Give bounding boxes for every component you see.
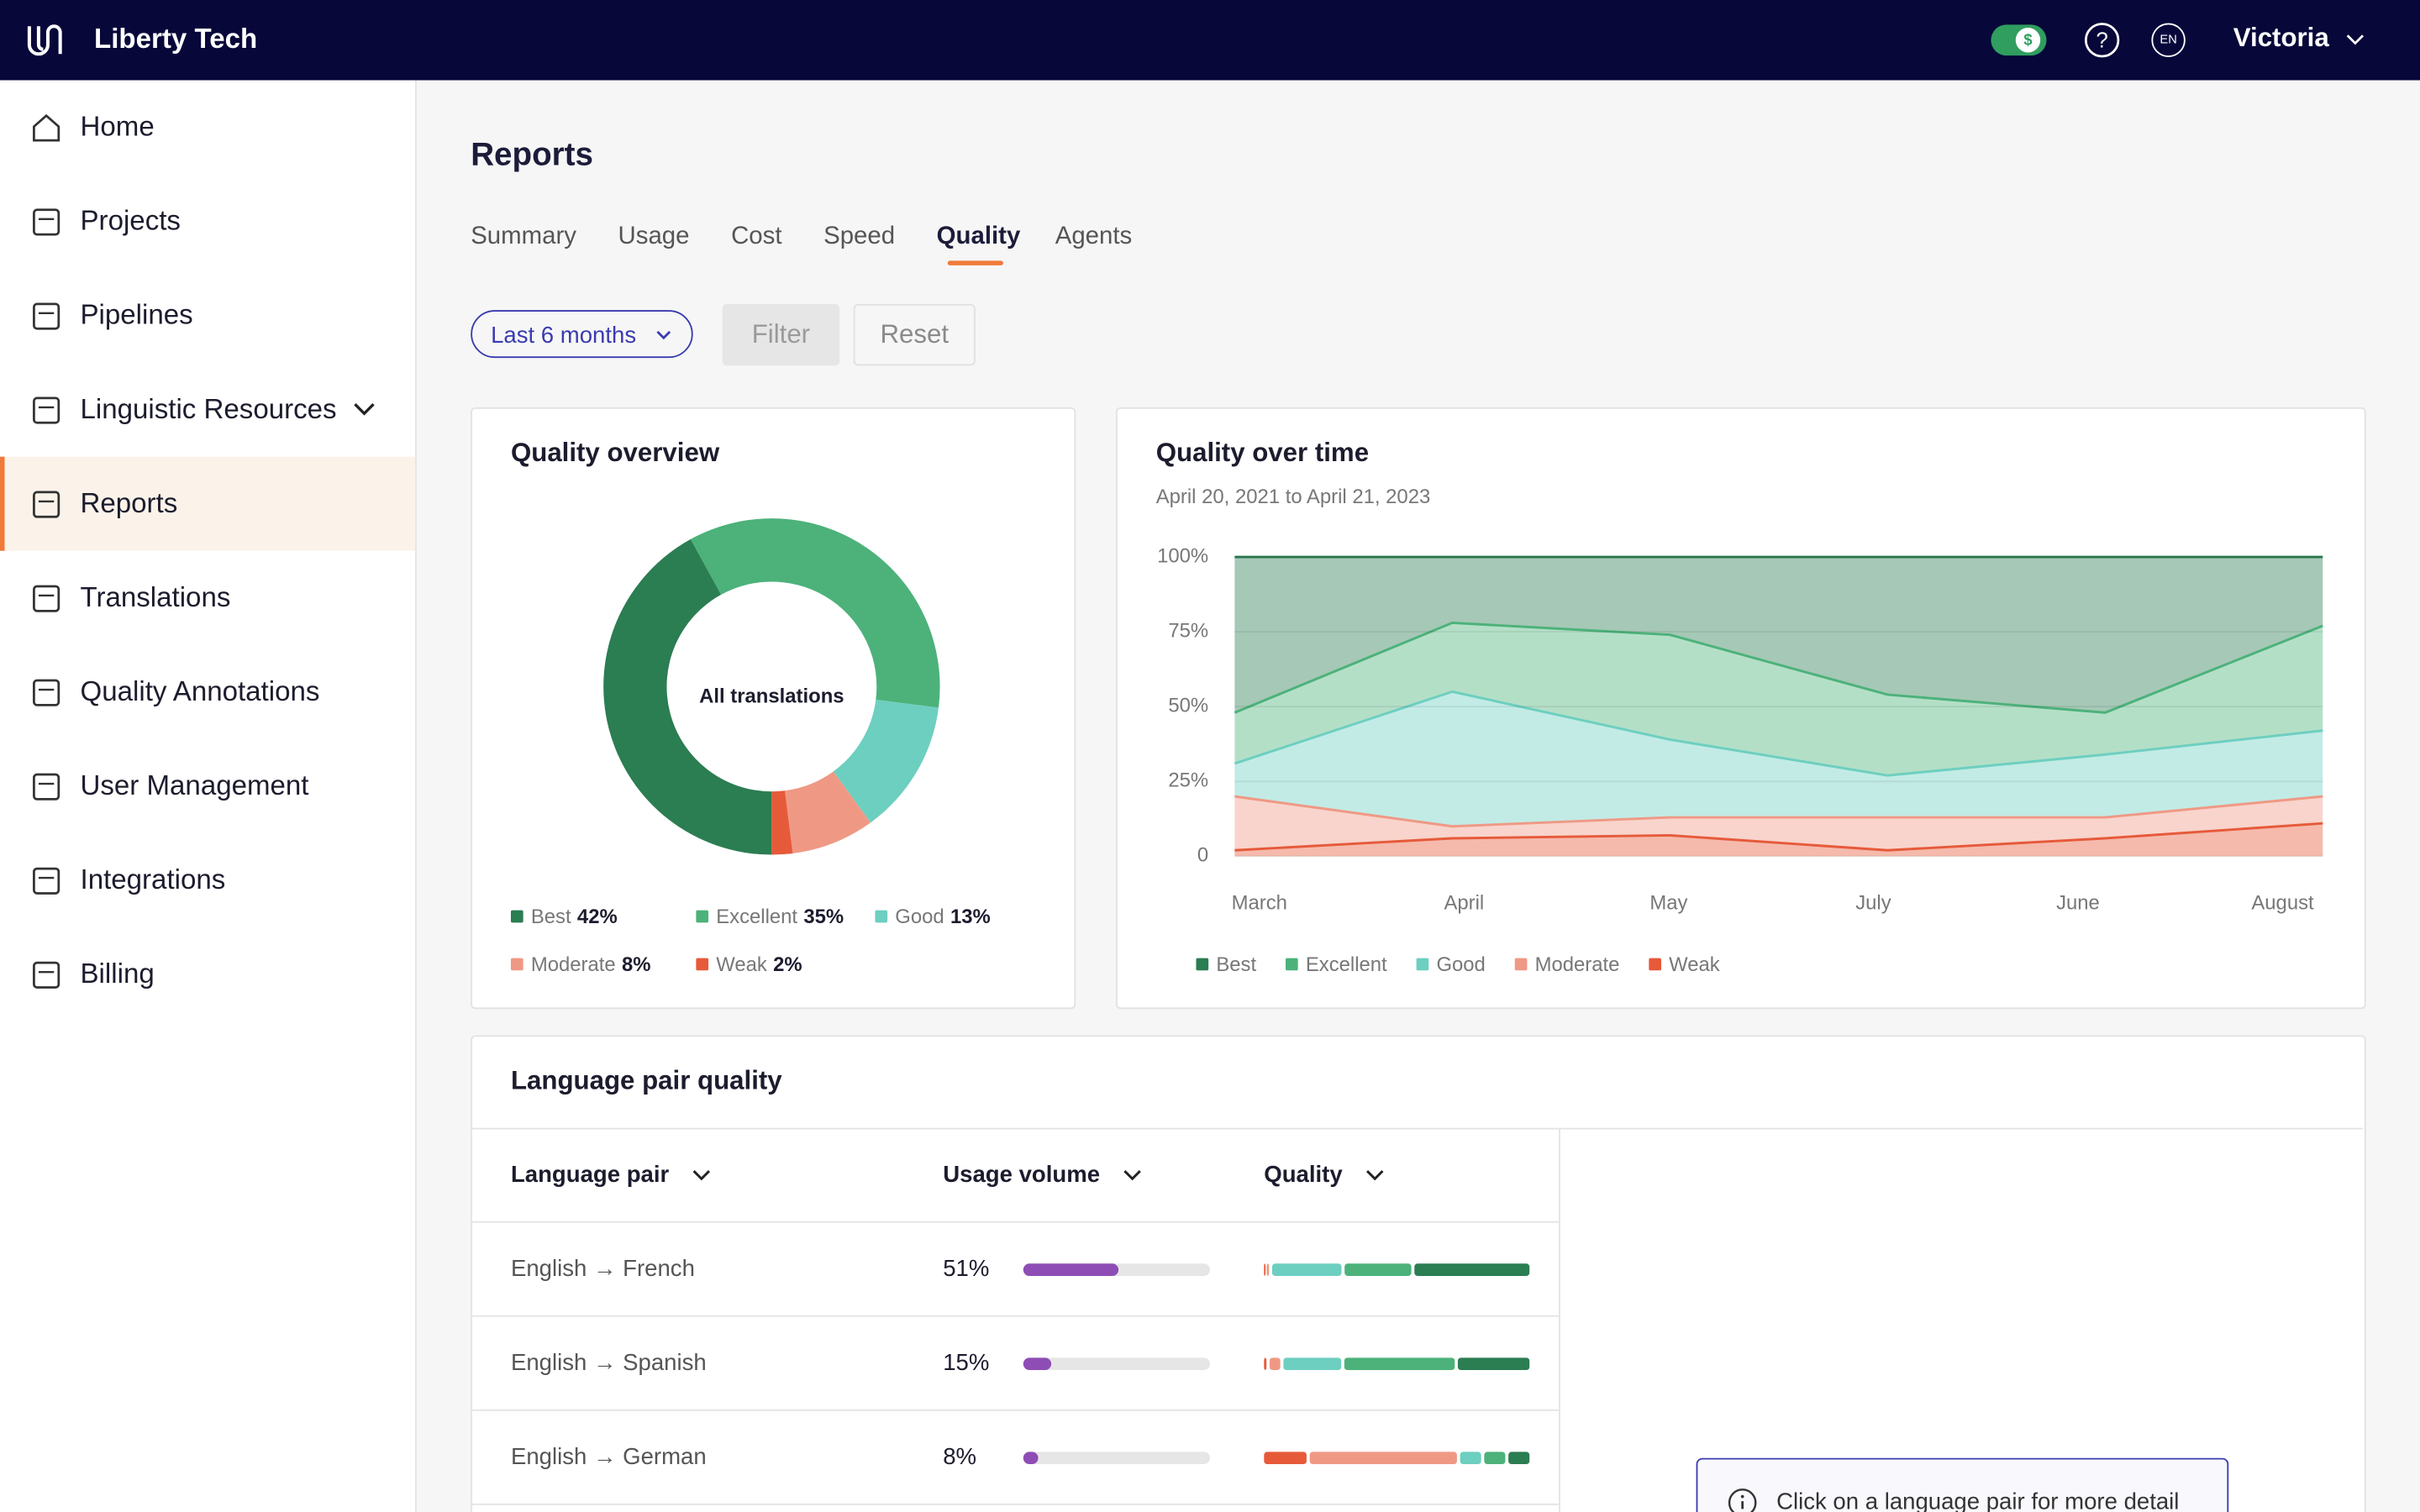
nav-label: Reports bbox=[80, 487, 178, 519]
chevron bbox=[656, 330, 671, 340]
nav-item[interactable]: Billing bbox=[0, 927, 415, 1021]
logo bbox=[27, 24, 62, 56]
icon-shape bbox=[33, 396, 60, 424]
toggle[interactable]: $ bbox=[1990, 22, 2049, 59]
icon-shape bbox=[33, 491, 60, 518]
nav-icon bbox=[33, 491, 60, 518]
card-title: Quality over time bbox=[1155, 438, 1370, 468]
chevron bbox=[2346, 34, 2365, 45]
nav-icon bbox=[33, 113, 60, 142]
nav-label: Translations bbox=[80, 581, 231, 613]
nav-item[interactable]: Home bbox=[0, 81, 415, 175]
top-bar: Liberty Tech $ ? EN Victoria bbox=[0, 0, 2420, 81]
nav-icon bbox=[33, 867, 60, 895]
nav-item[interactable]: Quality Annotations bbox=[0, 645, 415, 739]
active-indicator bbox=[0, 456, 5, 551]
period-select[interactable]: Last 6 months bbox=[471, 310, 693, 359]
divider bbox=[1559, 1127, 1560, 1512]
icon-shape bbox=[33, 302, 60, 330]
period-label: Last 6 months bbox=[491, 322, 637, 349]
icon-shape bbox=[33, 208, 60, 236]
tab-underline bbox=[947, 260, 1003, 265]
brand: Liberty Tech bbox=[94, 23, 258, 55]
nav-icon bbox=[33, 961, 60, 989]
nav-item[interactable]: User Management bbox=[0, 739, 415, 833]
nav-item[interactable]: Linguistic Resources bbox=[0, 363, 415, 457]
nav-icon bbox=[33, 585, 60, 612]
tab[interactable]: Usage bbox=[618, 223, 690, 250]
icon-shape bbox=[33, 867, 60, 895]
page-title: Reports bbox=[471, 137, 593, 173]
tab[interactable]: Agents bbox=[1055, 223, 1133, 250]
nav-label: Home bbox=[80, 111, 155, 142]
svg-text:$: $ bbox=[2023, 31, 2032, 49]
quality-overview-card bbox=[471, 407, 1076, 1010]
nav-label: Pipelines bbox=[80, 299, 193, 331]
nav-icon bbox=[33, 396, 60, 424]
svg-text:?: ? bbox=[2096, 29, 2107, 52]
nav-label: Linguistic Resources bbox=[80, 393, 337, 425]
nav-icon bbox=[33, 302, 60, 330]
nav-label: Quality Annotations bbox=[80, 675, 320, 707]
nav-item[interactable]: Pipelines bbox=[0, 269, 415, 363]
tab[interactable]: Speed bbox=[823, 223, 896, 250]
card-subtitle: April 20, 2021 to April 21, 2023 bbox=[1155, 484, 1431, 508]
user-menu[interactable]: Victoria bbox=[2233, 23, 2329, 53]
nav-item[interactable]: Reports bbox=[0, 456, 416, 551]
nav-label: Integrations bbox=[80, 864, 226, 895]
nav-item[interactable]: Translations bbox=[0, 551, 415, 645]
nav-icon bbox=[33, 679, 60, 706]
language-pair-card bbox=[471, 1035, 2366, 1512]
divider bbox=[472, 1127, 2364, 1130]
hint-box: Click on a language pair for more detail bbox=[1696, 1457, 2229, 1512]
tab[interactable]: Quality bbox=[936, 223, 1021, 250]
sidebar: Home Projects Pipelines Linguistic Resource… bbox=[0, 80, 417, 1512]
chevron-shape bbox=[354, 403, 375, 416]
icon-shape bbox=[33, 113, 60, 142]
filter-button[interactable]: Filter bbox=[722, 303, 840, 366]
hint-text: Click on a language pair for more detail bbox=[1776, 1488, 2180, 1512]
help-icon[interactable]: ? bbox=[2084, 22, 2121, 59]
icon-shape bbox=[33, 585, 60, 612]
nav-item[interactable]: Integrations bbox=[0, 833, 415, 927]
info-icon bbox=[1728, 1488, 1757, 1512]
icon-shape bbox=[33, 679, 60, 706]
nav-item[interactable]: Projects bbox=[0, 175, 415, 269]
nav-label: User Management bbox=[80, 769, 309, 801]
card-title: Quality overview bbox=[510, 438, 720, 468]
icon-shape bbox=[33, 961, 60, 989]
language-button[interactable]: EN bbox=[2151, 23, 2186, 57]
icon-shape bbox=[33, 773, 60, 801]
chevron bbox=[354, 403, 375, 416]
nav-label: Billing bbox=[80, 958, 155, 990]
tab[interactable]: Cost bbox=[731, 223, 782, 250]
nav-icon bbox=[33, 208, 60, 236]
card-title: Language pair quality bbox=[510, 1066, 782, 1096]
reset-button[interactable]: Reset bbox=[853, 303, 976, 366]
nav-icon bbox=[33, 773, 60, 801]
tab[interactable]: Summary bbox=[471, 223, 576, 250]
nav-label: Projects bbox=[80, 205, 181, 237]
